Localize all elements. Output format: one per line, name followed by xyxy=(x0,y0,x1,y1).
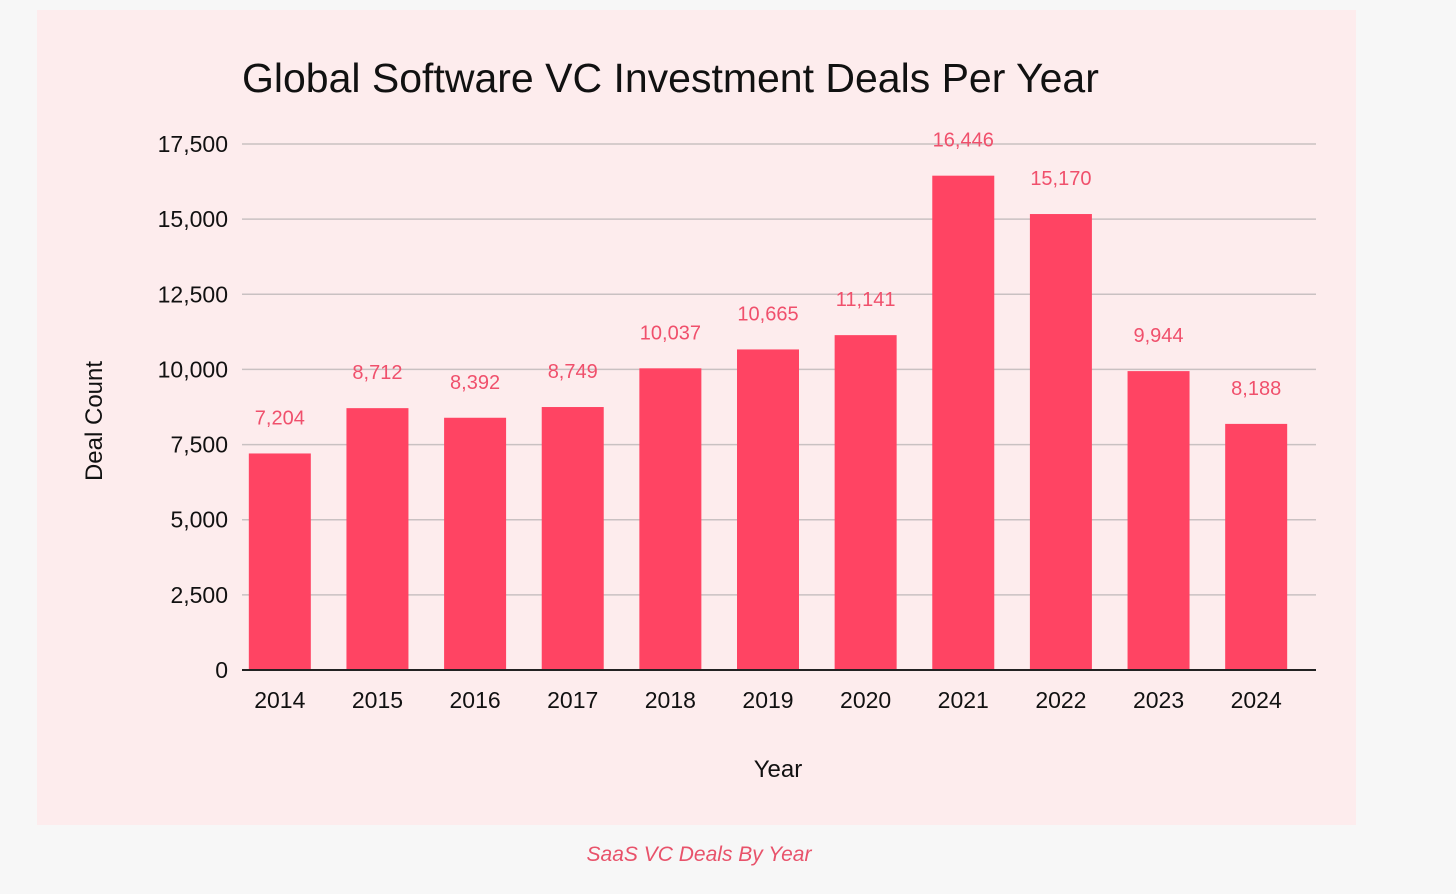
data-label-2024: 8,188 xyxy=(1231,378,1281,400)
x-tick-label: 2017 xyxy=(547,687,598,713)
chart-title: Global Software VC Investment Deals Per … xyxy=(242,55,1099,101)
y-tick-label: 7,500 xyxy=(170,432,228,458)
bar-chart: Global Software VC Investment Deals Per … xyxy=(81,55,1316,783)
data-label-2016: 8,392 xyxy=(450,372,500,394)
data-label-2021: 16,446 xyxy=(933,130,994,152)
x-tick-label: 2015 xyxy=(352,687,403,713)
bar-2015 xyxy=(346,408,409,670)
bar-2019 xyxy=(737,349,799,670)
figure-caption: SaaS VC Deals By Year xyxy=(586,843,812,866)
data-label-2022: 15,170 xyxy=(1030,168,1091,190)
y-axis-ticks: 0 2,500 5,000 7,500 10,000 12,500 15,000 17,500 xyxy=(158,131,228,683)
x-tick-label: 2019 xyxy=(742,687,793,713)
x-tick-label: 2022 xyxy=(1035,687,1086,713)
data-label-2017: 8,749 xyxy=(548,361,598,383)
bar-2017 xyxy=(541,407,604,670)
x-tick-label: 2024 xyxy=(1231,687,1282,713)
chart-panel: Global Software VC Investment Deals Per … xyxy=(37,10,1356,825)
x-tick-label: 2014 xyxy=(254,687,305,713)
y-tick-label: 5,000 xyxy=(170,507,228,533)
data-labels: 7,204 8,712 8,392 8,749 10,037 10,665 11,141 16… xyxy=(255,130,1281,430)
x-tick-label: 2023 xyxy=(1133,687,1184,713)
data-label-2018: 10,037 xyxy=(640,322,701,344)
data-label-2023: 9,944 xyxy=(1134,325,1184,347)
y-tick-label: 0 xyxy=(215,657,228,683)
bar-2020 xyxy=(834,335,897,670)
bar-2022 xyxy=(1029,214,1092,670)
x-tick-label: 2016 xyxy=(450,687,501,713)
data-label-2019: 10,665 xyxy=(737,303,798,325)
bar-2024 xyxy=(1225,423,1288,670)
bar-2021 xyxy=(932,175,995,670)
y-tick-label: 12,500 xyxy=(158,281,228,307)
data-label-2014: 7,204 xyxy=(255,407,305,429)
data-label-2015: 8,712 xyxy=(352,362,402,384)
x-tick-label: 2020 xyxy=(840,687,891,713)
bar-2023 xyxy=(1127,371,1190,670)
y-tick-label: 15,000 xyxy=(158,206,228,232)
x-tick-label: 2018 xyxy=(645,687,696,713)
bars xyxy=(248,175,1288,670)
data-label-2020: 11,141 xyxy=(836,289,896,311)
x-axis-ticks: 2014 2015 2016 2017 2018 2019 2020 2021 2022 2023… xyxy=(254,687,1282,713)
bar-2018 xyxy=(639,368,702,670)
y-axis-title: Deal Count xyxy=(81,361,108,481)
y-tick-label: 2,500 xyxy=(170,582,228,608)
y-tick-label: 10,000 xyxy=(158,356,228,382)
y-tick-label: 17,500 xyxy=(158,131,228,157)
bar-2016 xyxy=(444,417,507,670)
x-tick-label: 2021 xyxy=(938,687,989,713)
x-axis-title: Year xyxy=(754,756,803,783)
bar-2014 xyxy=(248,453,311,670)
